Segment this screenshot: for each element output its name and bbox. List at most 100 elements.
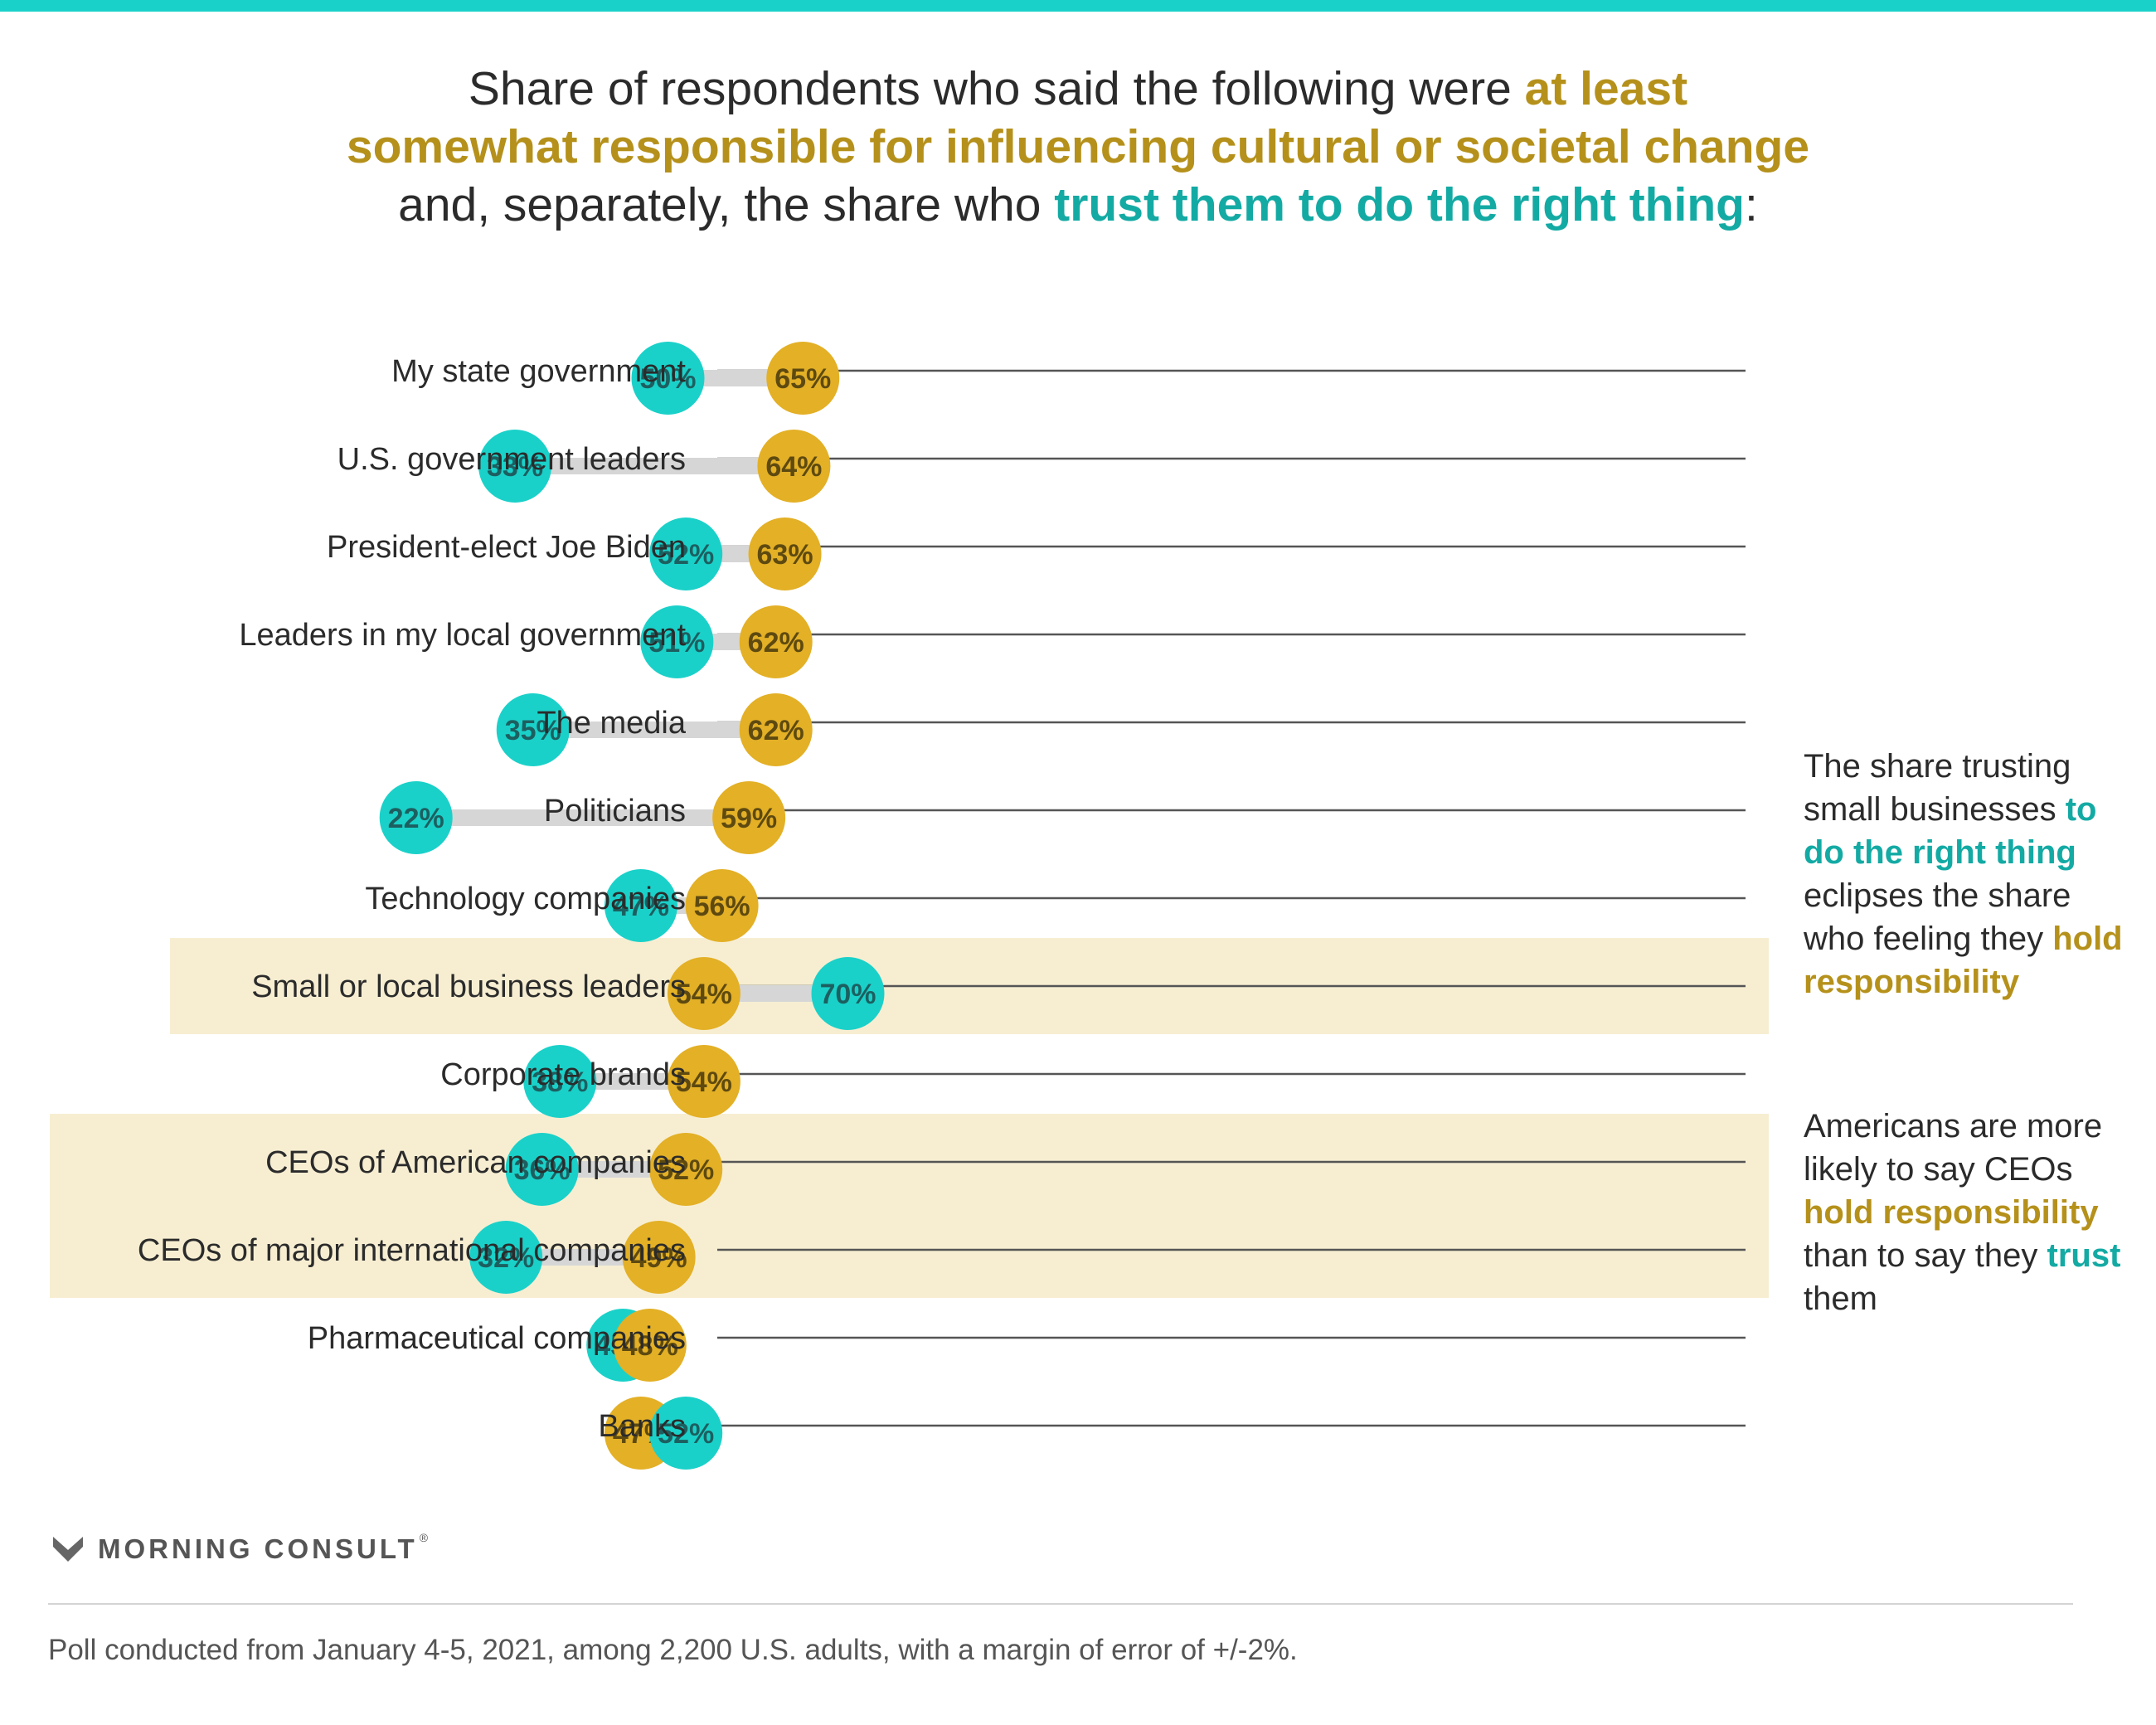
trust-dot-politicians: 22% — [379, 781, 453, 854]
responsible-dot-circle — [685, 869, 759, 942]
trust-dot-president-elect-joe-biden: 52% — [649, 518, 723, 590]
responsible-dot-circle — [739, 605, 813, 678]
annotation1-emphasis-trust: to do the right thing — [1804, 791, 2097, 871]
morning-consult-logo: MORNING CONSULT ® — [51, 1531, 428, 1567]
trust-dot-circle — [604, 869, 677, 942]
responsible-value-label: 63% — [757, 539, 813, 571]
row-label-ceos-of-american-companies: CEOs of American companies — [265, 1145, 686, 1180]
responsible-dot-technology-companies: 56% — [685, 869, 759, 942]
row-label-my-state-government: My state government — [391, 354, 686, 389]
responsible-dot-circle — [667, 1045, 741, 1118]
responsible-dot-circle — [748, 518, 822, 590]
row-labels-layer: My state government U.S. government leade… — [138, 354, 687, 1444]
trust-value-label: 35% — [505, 715, 561, 746]
morning-consult-mark-icon — [53, 1537, 83, 1562]
annotation-ceos: Americans are more likely to say CEOs ho… — [1804, 1105, 2135, 1320]
responsible-dot-u-s-government-leaders: 64% — [757, 430, 831, 503]
responsible-dot-circle — [613, 1309, 687, 1382]
row-label-pharmaceutical-companies: Pharmaceutical companies — [308, 1321, 686, 1356]
trust-dot-ceos-of-major-international-companies: 32% — [469, 1221, 543, 1294]
trust-dot-circle — [811, 957, 885, 1030]
responsible-value-label: 54% — [676, 979, 732, 1010]
annotation2-text-3: them — [1804, 1280, 1877, 1317]
annotation1-emphasis-responsibility: hold responsibility — [1804, 921, 2123, 1000]
trust-value-label: 50% — [639, 363, 696, 395]
responsible-dot-circle — [622, 1221, 696, 1294]
row-label-corporate-brands: Corporate brands — [440, 1057, 686, 1092]
responsible-dot-my-state-government: 65% — [766, 342, 840, 415]
trust-dot-ceos-of-american-companies: 36% — [505, 1133, 579, 1206]
row-label-technology-companies: Technology companies — [365, 882, 686, 916]
trust-dot-my-state-government: 50% — [631, 342, 705, 415]
responsible-dot-small-or-local-business-leaders: 54% — [667, 957, 741, 1030]
responsible-dot-politicians: 59% — [712, 781, 786, 854]
highlight-layer — [50, 938, 1769, 1298]
responsible-value-label: 49% — [631, 1242, 687, 1274]
trust-value-label: 70% — [819, 979, 876, 1010]
trust-dot-circle — [523, 1045, 597, 1118]
trust-value-label: 38% — [532, 1067, 588, 1098]
responsible-dot-leaders-in-my-local-government: 62% — [739, 605, 813, 678]
trust-dot-circle — [631, 342, 705, 415]
row-label-banks: Banks — [598, 1409, 686, 1444]
top-accent-bar — [0, 0, 2156, 12]
responsible-dot-president-elect-joe-biden: 63% — [748, 518, 822, 590]
responsible-value-label: 56% — [694, 891, 750, 922]
trust-value-label: 47% — [613, 891, 669, 922]
logo-wordmark: MORNING CONSULT — [98, 1533, 418, 1564]
responsible-dot-circle — [739, 693, 813, 766]
trust-value-label: 22% — [388, 803, 444, 834]
responsible-value-label: 59% — [721, 803, 777, 834]
row-label-u-s-government-leaders: U.S. government leaders — [337, 442, 686, 477]
row-lines-layer — [717, 369, 1746, 1427]
trust-value-label: 52% — [658, 539, 714, 571]
annotation-small-business: The share trusting small businesses to d… — [1804, 745, 2135, 1003]
row-label-the-media: The media — [537, 706, 686, 741]
responsible-dot-circle — [712, 781, 786, 854]
row-label-politicians: Politicians — [544, 794, 686, 828]
trust-dot-the-media: 35% — [496, 693, 570, 766]
responsible-value-label: 64% — [765, 451, 822, 483]
trust-value-label: 51% — [648, 627, 705, 658]
annotation1-text-1: The share trusting small businesses — [1804, 748, 2071, 828]
highlight-band-2 — [50, 1114, 1769, 1298]
trust-value-label: 36% — [514, 1154, 571, 1186]
row-label-small-or-local-business-leaders: Small or local business leaders — [251, 969, 686, 1004]
annotation2-emphasis-responsibility: hold responsibility — [1804, 1194, 2099, 1231]
annotation2-text-2: than to say they — [1804, 1237, 2047, 1274]
title-line1-emphasis: at least — [1524, 62, 1688, 115]
title-line3-emphasis: trust them to do the right thing — [1054, 178, 1745, 231]
trust-dot-u-s-government-leaders: 33% — [478, 430, 552, 503]
trust-dot-small-or-local-business-leaders: 70% — [811, 957, 885, 1030]
row-label-ceos-of-major-international-companies: CEOs of major international companies — [138, 1233, 686, 1268]
trust-dot-technology-companies: 47% — [604, 869, 677, 942]
trust-dot-corporate-brands: 38% — [523, 1045, 597, 1118]
responsible-dot-pharmaceutical-companies: 48% — [613, 1309, 687, 1382]
responsible-value-label: 62% — [748, 715, 804, 746]
trust-dot-circle — [649, 1397, 723, 1470]
chart-title: Share of respondents who said the follow… — [0, 60, 2156, 234]
footer-divider — [48, 1603, 2073, 1605]
trust-dot-leaders-in-my-local-government: 51% — [640, 605, 714, 678]
annotation2-emphasis-trust: trust — [2047, 1237, 2121, 1274]
responsible-dot-ceos-of-american-companies: 52% — [649, 1133, 723, 1206]
responsible-value-label: 62% — [748, 627, 804, 658]
trust-dot-banks: 52% — [649, 1397, 723, 1470]
responsible-dot-corporate-brands: 54% — [667, 1045, 741, 1118]
trust-dot-circle — [640, 605, 714, 678]
logo-registered-mark: ® — [419, 1531, 429, 1544]
trust-value-label: 32% — [478, 1242, 534, 1274]
trust-dot-circle — [496, 693, 570, 766]
responsible-value-label: 54% — [676, 1067, 732, 1098]
trust-value-label: 52% — [658, 1418, 714, 1450]
responsible-value-label: 65% — [775, 363, 831, 395]
trust-value-label: 33% — [487, 451, 543, 483]
title-line3-colon: : — [1744, 178, 1758, 231]
row-label-president-elect-joe-biden: President-elect Joe Biden — [327, 530, 686, 565]
dumbbell-chart: 50% 65% 33% 64% 52% 63% 51% 62% 35% 62% 22% 59% 47% 5… — [50, 342, 1769, 1470]
responsible-dot-circle — [757, 430, 831, 503]
trust-dot-circle — [649, 518, 723, 590]
trust-dot-circle — [469, 1221, 543, 1294]
responsible-value-label: 52% — [658, 1154, 714, 1186]
footnote: Poll conducted from January 4-5, 2021, a… — [48, 1634, 1298, 1666]
